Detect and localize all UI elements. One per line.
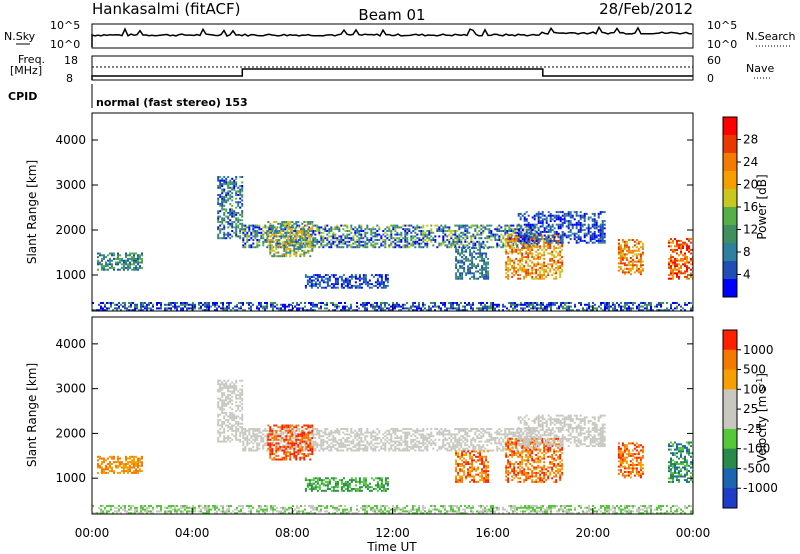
xtick-label: 20:00 [576, 526, 611, 540]
colorbar-tick: 24 [743, 155, 758, 169]
nsky-tick-top: 10^5 [50, 19, 80, 32]
colorbar-tick: 16 [743, 200, 758, 214]
velocity-colorbar: 1000 500 100 25 -25 -100 -500 -1000 Velocity [m… [722, 329, 778, 509]
colorbar-tick: -1000 [743, 481, 778, 495]
nave-tick-bottom: 0 [707, 72, 714, 85]
nave-label: Nave [746, 62, 774, 75]
nsky-trace [91, 25, 693, 47]
xtick-label: 16:00 [475, 526, 510, 540]
ytick-label: 4000 [55, 133, 86, 147]
nave-tick-top: 60 [707, 54, 721, 67]
ytick-label: 2000 [55, 223, 86, 237]
power-heatmap: 4000 3000 2000 1000 Slant Range [km] [25, 112, 694, 312]
velocity-ylabel: Slant Range [km] [25, 363, 39, 467]
power-ylabel: Slant Range [km] [25, 160, 39, 264]
colorbar-tick: 25 [743, 402, 758, 416]
freq-trace [91, 68, 693, 80]
freq-tick-bottom: 8 [66, 72, 73, 85]
freq-unit-label: [MHz] [10, 64, 42, 77]
date-title: 28/Feb/2012 [599, 0, 693, 18]
colorbar-tick: 4 [743, 268, 751, 282]
nsearch-label: N.Search [746, 30, 796, 43]
cpid-label: CPID [8, 90, 37, 103]
station-title: Hankasalmi (fitACF) [92, 0, 240, 18]
colorbar-tick: 100 [743, 382, 766, 396]
colorbar-tick: 20 [743, 178, 758, 192]
colorbar-tick: 8 [743, 245, 751, 259]
xtick-label: 00:00 [75, 526, 110, 540]
freq-tick-top: 18 [64, 54, 78, 67]
velocity-colorbar-label: Velocity [m s-1] [755, 373, 769, 463]
ytick-label: 4000 [55, 337, 86, 351]
nsky-label: N.Sky [4, 30, 36, 43]
nsky-panel: N.Sky 10^5 10^0 10^5 10^0 N.Search [4, 19, 796, 51]
xtick-label: 12:00 [375, 526, 410, 540]
beam-title: Beam 01 [358, 6, 425, 24]
power-colorbar: 28 24 20 16 12 8 4 Power [dB] [722, 116, 769, 298]
nsky-tick-bottom: 10^0 [50, 38, 80, 51]
colorbar-tick: -100 [743, 442, 770, 456]
colorbar-tick: -25 [743, 422, 763, 436]
ytick-label: 3000 [55, 178, 86, 192]
colorbar-tick: 28 [743, 133, 758, 147]
x-axis-label: Time UT [366, 540, 417, 554]
colorbar-tick: -500 [743, 461, 770, 475]
colorbar-tick: 12 [743, 223, 758, 237]
freq-label: Freq. [18, 53, 45, 66]
ytick-label: 1000 [55, 268, 86, 282]
ytick-label: 1000 [55, 471, 86, 485]
xtick-label: 08:00 [275, 526, 310, 540]
freq-panel: Freq. [MHz] 18 8 60 0 Nave [10, 53, 774, 85]
nsearch-tick-top: 10^5 [707, 19, 737, 32]
velocity-heatmap: 4000 3000 2000 1000 Slant Range [km] 00:00 0… [25, 305, 710, 554]
colorbar-tick: 1000 [743, 343, 774, 357]
nsearch-tick-bottom: 10^0 [707, 38, 737, 51]
ytick-label: 2000 [55, 426, 86, 440]
xtick-label: 00:00 [676, 526, 711, 540]
cpid-text: normal (fast stereo) 153 [96, 96, 248, 109]
colorbar-tick: 500 [743, 363, 766, 377]
xtick-label: 04:00 [175, 526, 210, 540]
ytick-label: 3000 [55, 382, 86, 396]
power-colorbar-label: Power [dB] [755, 174, 769, 239]
